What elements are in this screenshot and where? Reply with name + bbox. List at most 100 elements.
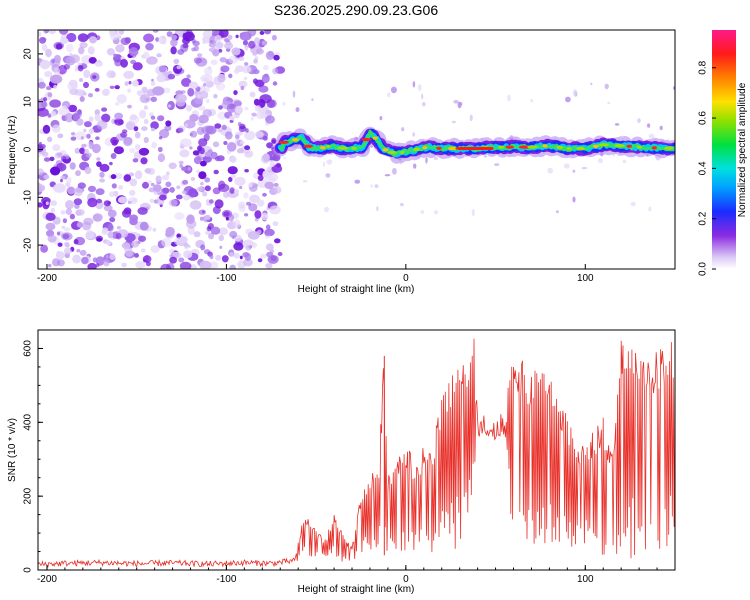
noise-blob bbox=[161, 237, 172, 247]
track-hotspot bbox=[436, 146, 442, 150]
noise-blob bbox=[264, 229, 271, 236]
noise-blob bbox=[69, 213, 75, 220]
noise-blob bbox=[152, 86, 165, 96]
noise-blob bbox=[201, 125, 213, 135]
noise-blob bbox=[175, 93, 187, 103]
noise-blob bbox=[202, 40, 207, 45]
track-hotspot bbox=[292, 138, 299, 142]
noise-blob bbox=[243, 192, 249, 199]
noise-blob bbox=[273, 186, 282, 194]
snr-x-tick-label: 0 bbox=[403, 574, 409, 585]
noise-blob bbox=[53, 54, 62, 64]
noise-blob bbox=[256, 48, 264, 55]
noise-blob bbox=[115, 172, 123, 180]
noise-blob bbox=[156, 53, 162, 58]
noise-blob bbox=[196, 93, 201, 99]
noise-blob bbox=[180, 138, 192, 148]
noise-blob bbox=[229, 119, 234, 123]
noise-blob bbox=[99, 178, 105, 183]
colorbar-tick-label: 0.4 bbox=[698, 161, 709, 175]
noise-blob bbox=[244, 62, 249, 66]
noise-blob bbox=[209, 261, 219, 269]
noise-speckle bbox=[483, 155, 487, 158]
noise-blob bbox=[157, 153, 165, 163]
colorbar-tick-label: 0.6 bbox=[698, 111, 709, 125]
noise-blob bbox=[49, 99, 61, 108]
noise-blob bbox=[166, 171, 170, 176]
noise-blob bbox=[241, 65, 252, 74]
noise-blob bbox=[208, 232, 215, 240]
noise-blob bbox=[162, 87, 171, 94]
noise-blob bbox=[39, 59, 51, 70]
noise-blob bbox=[165, 226, 175, 237]
noise-blob bbox=[65, 43, 74, 53]
noise-blob bbox=[80, 136, 84, 140]
noise-blob bbox=[240, 140, 245, 145]
noise-blob bbox=[58, 64, 67, 75]
noise-blob bbox=[50, 110, 57, 117]
noise-blob bbox=[162, 187, 170, 194]
noise-blob bbox=[75, 170, 81, 177]
noise-blob bbox=[94, 88, 100, 92]
noise-blob bbox=[259, 30, 265, 35]
snr-y-tick-label: 400 bbox=[23, 414, 34, 431]
noise-speckle bbox=[295, 107, 300, 113]
noise-blob bbox=[74, 110, 82, 119]
noise-blob bbox=[208, 48, 213, 52]
track-hotspot bbox=[614, 144, 625, 148]
noise-blob bbox=[270, 255, 277, 262]
noise-blob bbox=[230, 174, 236, 179]
noise-blob bbox=[144, 168, 152, 174]
noise-blob bbox=[52, 258, 60, 267]
noise-blob bbox=[46, 86, 52, 91]
noise-speckle bbox=[311, 98, 314, 101]
noise-blob bbox=[114, 59, 122, 67]
noise-blob bbox=[229, 252, 235, 257]
noise-blob bbox=[214, 35, 222, 43]
noise-blob bbox=[40, 101, 48, 108]
noise-blob bbox=[66, 176, 72, 184]
noise-blob bbox=[227, 34, 233, 40]
noise-blob bbox=[138, 235, 147, 242]
spectrogram-y-tick-label: 0 bbox=[23, 146, 34, 152]
noise-blob bbox=[151, 78, 154, 82]
noise-blob bbox=[53, 84, 58, 89]
noise-blob bbox=[134, 253, 139, 258]
noise-blob bbox=[143, 118, 149, 125]
noise-blob bbox=[233, 242, 244, 251]
track-hotspot bbox=[651, 146, 657, 150]
noise-blob bbox=[238, 205, 246, 212]
noise-blob bbox=[224, 131, 233, 140]
colorbar-gradient bbox=[712, 30, 736, 269]
noise-blob bbox=[73, 187, 83, 197]
noise-blob bbox=[51, 59, 56, 64]
noise-blob bbox=[245, 245, 252, 251]
noise-blob bbox=[109, 161, 113, 166]
noise-blob bbox=[191, 47, 197, 52]
noise-blob bbox=[103, 200, 111, 207]
noise-blob bbox=[182, 31, 195, 42]
noise-blob bbox=[254, 79, 265, 88]
noise-blob bbox=[43, 174, 50, 180]
noise-blob bbox=[139, 109, 147, 119]
noise-blob bbox=[250, 117, 254, 121]
noise-blob bbox=[235, 134, 240, 140]
noise-blob bbox=[44, 71, 53, 78]
noise-blob bbox=[79, 96, 85, 102]
noise-blob bbox=[134, 144, 141, 151]
noise-blob bbox=[74, 147, 81, 154]
noise-blob bbox=[45, 48, 52, 58]
noise-blob bbox=[132, 79, 139, 87]
noise-blob bbox=[190, 177, 196, 181]
noise-blob bbox=[249, 151, 254, 155]
noise-blob bbox=[141, 126, 148, 131]
snr-y-tick-label: 600 bbox=[23, 340, 34, 357]
noise-blob bbox=[140, 93, 151, 104]
noise-blob bbox=[116, 226, 121, 230]
noise-blob bbox=[47, 113, 52, 118]
noise-blob bbox=[86, 152, 92, 158]
noise-blob bbox=[74, 68, 79, 72]
noise-blob bbox=[244, 106, 249, 111]
noise-speckle bbox=[283, 156, 286, 160]
noise-blob bbox=[50, 200, 58, 207]
